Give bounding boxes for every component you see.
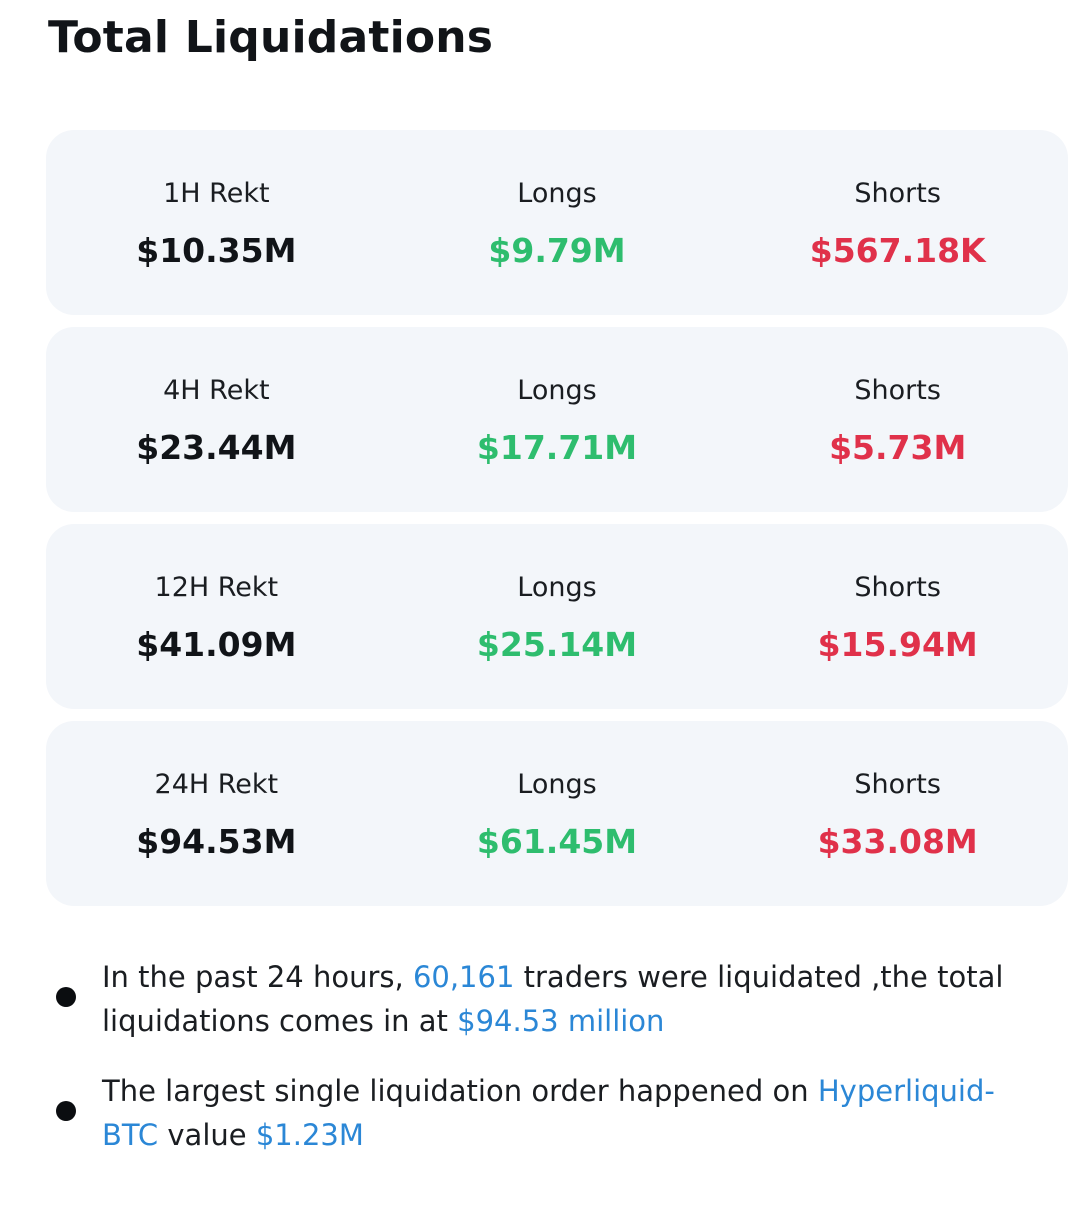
period-label: 4H Rekt	[163, 375, 270, 406]
summary-bullets: In the past 24 hours, 60,161 traders wer…	[56, 955, 1036, 1183]
summary-text: In the past 24 hours, 60,161 traders wer…	[102, 955, 1036, 1043]
order-amount-link[interactable]: $1.23M	[255, 1118, 364, 1152]
longs-value: $25.14M	[476, 625, 638, 664]
total-column: 4H Rekt $23.44M	[46, 327, 387, 512]
shorts-value: $567.18K	[809, 231, 986, 270]
shorts-label: Shorts	[854, 178, 941, 209]
bullet-dot-icon	[56, 1101, 76, 1121]
text-middle: value	[158, 1118, 256, 1152]
card-24h[interactable]: 24H Rekt $94.53M Longs $61.45M Shorts $3…	[46, 721, 1068, 906]
list-item: In the past 24 hours, 60,161 traders wer…	[56, 955, 1036, 1043]
shorts-column: Shorts $5.73M	[727, 327, 1068, 512]
text-prefix: In the past 24 hours,	[102, 960, 413, 994]
longs-column: Longs $25.14M	[387, 524, 728, 709]
page-title: Total Liquidations	[48, 12, 494, 63]
card-12h[interactable]: 12H Rekt $41.09M Longs $25.14M Shorts $1…	[46, 524, 1068, 709]
period-label: 1H Rekt	[163, 178, 270, 209]
liquidation-cards: 1H Rekt $10.35M Longs $9.79M Shorts $567…	[46, 130, 1068, 918]
list-item: The largest single liquidation order hap…	[56, 1069, 1036, 1157]
shorts-value: $5.73M	[829, 428, 967, 467]
longs-value: $17.71M	[476, 428, 638, 467]
longs-label: Longs	[517, 572, 597, 603]
shorts-label: Shorts	[854, 769, 941, 800]
shorts-label: Shorts	[854, 375, 941, 406]
total-column: 24H Rekt $94.53M	[46, 721, 387, 906]
largest-order-text: The largest single liquidation order hap…	[102, 1069, 1036, 1157]
total-value: $94.53M	[136, 822, 297, 861]
bullet-dot-icon	[56, 987, 76, 1007]
total-value: $41.09M	[136, 625, 297, 664]
shorts-column: Shorts $567.18K	[727, 130, 1068, 315]
shorts-value: $15.94M	[817, 625, 978, 664]
longs-column: Longs $17.71M	[387, 327, 728, 512]
text-middle: traders were liquidated ,the total liqui…	[102, 960, 1004, 1038]
longs-label: Longs	[517, 375, 597, 406]
total-column: 1H Rekt $10.35M	[46, 130, 387, 315]
longs-column: Longs $9.79M	[387, 130, 728, 315]
card-4h[interactable]: 4H Rekt $23.44M Longs $17.71M Shorts $5.…	[46, 327, 1068, 512]
period-label: 12H Rekt	[154, 572, 279, 603]
longs-value: $9.79M	[488, 231, 626, 270]
traders-count-link[interactable]: 60,161	[412, 960, 515, 994]
shorts-label: Shorts	[854, 572, 941, 603]
market-link[interactable]: Hyperliquid-BTC	[102, 1074, 995, 1152]
total-amount-link[interactable]: $94.53 million	[457, 1004, 665, 1038]
shorts-column: Shorts $15.94M	[727, 524, 1068, 709]
total-column: 12H Rekt $41.09M	[46, 524, 387, 709]
longs-column: Longs $61.45M	[387, 721, 728, 906]
longs-value: $61.45M	[476, 822, 638, 861]
total-value: $23.44M	[136, 428, 297, 467]
shorts-column: Shorts $33.08M	[727, 721, 1068, 906]
card-1h[interactable]: 1H Rekt $10.35M Longs $9.79M Shorts $567…	[46, 130, 1068, 315]
period-label: 24H Rekt	[154, 769, 279, 800]
text-prefix: The largest single liquidation order hap…	[102, 1074, 818, 1108]
longs-label: Longs	[517, 178, 597, 209]
total-value: $10.35M	[136, 231, 297, 270]
longs-label: Longs	[517, 769, 597, 800]
shorts-value: $33.08M	[817, 822, 978, 861]
